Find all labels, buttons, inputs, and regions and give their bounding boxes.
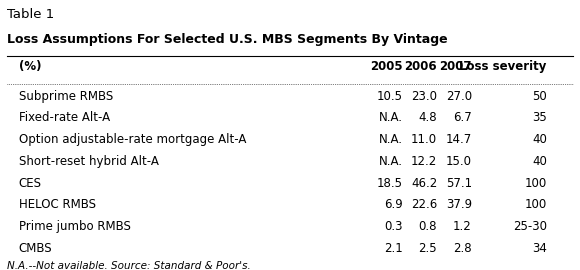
Text: 40: 40 xyxy=(532,155,547,168)
Text: 37.9: 37.9 xyxy=(445,198,472,211)
Text: 6.9: 6.9 xyxy=(384,198,403,211)
Text: N.A.: N.A. xyxy=(379,112,403,124)
Text: Loss severity: Loss severity xyxy=(459,60,547,73)
Text: 100: 100 xyxy=(525,177,547,190)
Text: 35: 35 xyxy=(532,112,547,124)
Text: 57.1: 57.1 xyxy=(445,177,472,190)
Text: CES: CES xyxy=(19,177,42,190)
Text: 14.7: 14.7 xyxy=(445,133,472,146)
Text: 34: 34 xyxy=(532,242,547,255)
Text: 100: 100 xyxy=(525,198,547,211)
Text: 46.2: 46.2 xyxy=(411,177,437,190)
Text: 1.2: 1.2 xyxy=(453,220,472,233)
Text: 15.0: 15.0 xyxy=(446,155,472,168)
Text: 2007: 2007 xyxy=(439,60,472,73)
Text: Table 1: Table 1 xyxy=(7,8,55,21)
Text: 25-30: 25-30 xyxy=(513,220,547,233)
Text: 23.0: 23.0 xyxy=(411,90,437,103)
Text: 2.1: 2.1 xyxy=(384,242,403,255)
Text: Short-reset hybrid Alt-A: Short-reset hybrid Alt-A xyxy=(19,155,158,168)
Text: (%): (%) xyxy=(19,60,41,73)
Text: N.A.--Not available. Source: Standard & Poor's.: N.A.--Not available. Source: Standard & … xyxy=(7,261,251,270)
Text: Option adjustable-rate mortgage Alt-A: Option adjustable-rate mortgage Alt-A xyxy=(19,133,246,146)
Text: 12.2: 12.2 xyxy=(411,155,437,168)
Text: 2.5: 2.5 xyxy=(419,242,437,255)
Text: N.A.: N.A. xyxy=(379,133,403,146)
Text: 11.0: 11.0 xyxy=(411,133,437,146)
Text: 50: 50 xyxy=(532,90,547,103)
Text: 0.3: 0.3 xyxy=(384,220,403,233)
Text: Loss Assumptions For Selected U.S. MBS Segments By Vintage: Loss Assumptions For Selected U.S. MBS S… xyxy=(7,33,448,46)
Text: 27.0: 27.0 xyxy=(445,90,472,103)
Text: 2.8: 2.8 xyxy=(453,242,472,255)
Text: Fixed-rate Alt-A: Fixed-rate Alt-A xyxy=(19,112,110,124)
Text: 6.7: 6.7 xyxy=(453,112,472,124)
Text: 10.5: 10.5 xyxy=(376,90,403,103)
Text: 22.6: 22.6 xyxy=(411,198,437,211)
Text: Subprime RMBS: Subprime RMBS xyxy=(19,90,113,103)
Text: Prime jumbo RMBS: Prime jumbo RMBS xyxy=(19,220,130,233)
Text: HELOC RMBS: HELOC RMBS xyxy=(19,198,96,211)
Text: 2005: 2005 xyxy=(370,60,403,73)
Text: 18.5: 18.5 xyxy=(376,177,403,190)
Text: 0.8: 0.8 xyxy=(419,220,437,233)
Text: 4.8: 4.8 xyxy=(419,112,437,124)
Text: CMBS: CMBS xyxy=(19,242,52,255)
Text: N.A.: N.A. xyxy=(379,155,403,168)
Text: 40: 40 xyxy=(532,133,547,146)
Text: 2006: 2006 xyxy=(405,60,437,73)
